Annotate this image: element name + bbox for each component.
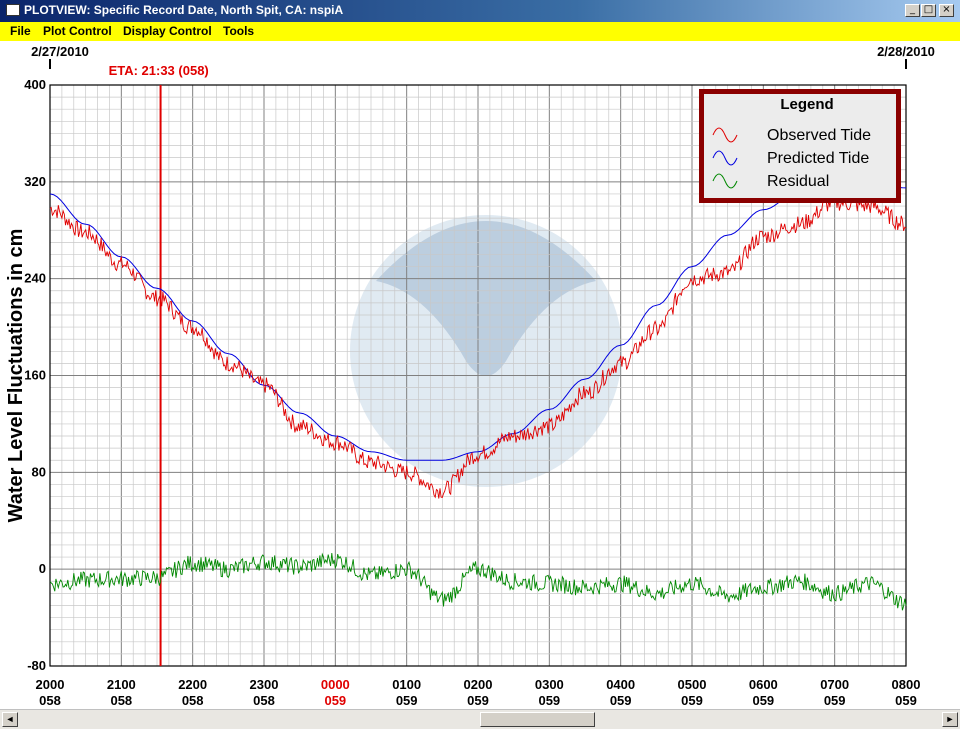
x-tick-time: 0600 bbox=[749, 677, 778, 692]
x-tick-time: 0300 bbox=[535, 677, 564, 692]
minimize-button[interactable]: _ bbox=[905, 4, 920, 17]
eta-label: ETA: 21:33 (058) bbox=[109, 63, 209, 78]
start-date-label: 2/27/2010 bbox=[31, 44, 89, 59]
x-tick-day: 059 bbox=[610, 693, 632, 708]
legend-box bbox=[704, 94, 896, 198]
x-tick-day: 058 bbox=[110, 693, 132, 708]
x-tick-day: 059 bbox=[324, 693, 346, 708]
x-tick-day: 058 bbox=[182, 693, 204, 708]
legend-swatch-observed-tide bbox=[712, 127, 738, 143]
y-tick-label: 0 bbox=[39, 561, 46, 576]
x-tick-time: 2100 bbox=[107, 677, 136, 692]
x-tick-day: 059 bbox=[752, 693, 774, 708]
maximize-button[interactable]: □ bbox=[921, 4, 936, 17]
x-tick-day: 059 bbox=[467, 693, 489, 708]
x-tick-time: 0500 bbox=[678, 677, 707, 692]
y-tick-label: 320 bbox=[24, 174, 46, 189]
menu-plot-control[interactable]: Plot Control bbox=[43, 24, 112, 38]
scroll-right-button[interactable]: ► bbox=[942, 712, 958, 727]
x-tick-time: 0200 bbox=[464, 677, 493, 692]
x-tick-time: 2300 bbox=[250, 677, 279, 692]
y-axis-title: Water Level Fluctuations in cm bbox=[5, 229, 27, 523]
x-tick-time: 0400 bbox=[606, 677, 635, 692]
legend-swatch-residual bbox=[712, 173, 738, 189]
plot-frame bbox=[49, 84, 907, 667]
horizontal-scrollbar[interactable]: ◄ ► bbox=[0, 709, 960, 729]
tide-chart: -80 0 80 160 240 320 400 Water Level Fluctuatio… bbox=[5, 44, 935, 708]
x-tick-time: 0700 bbox=[820, 677, 849, 692]
y-tick-label: 80 bbox=[32, 464, 46, 479]
legend-entry-label: Predicted Tide bbox=[767, 150, 869, 167]
x-tick-day: 059 bbox=[396, 693, 418, 708]
x-tick-time: 0800 bbox=[892, 677, 921, 692]
legend-entry-label: Observed Tide bbox=[767, 127, 871, 144]
x-tick-day: 059 bbox=[538, 693, 560, 708]
series-line-observed-tide bbox=[49, 194, 907, 499]
x-tick-day: 059 bbox=[824, 693, 846, 708]
x-tick-time: 0000 bbox=[321, 677, 350, 692]
y-tick-label: 400 bbox=[24, 77, 46, 92]
x-tick-day: 059 bbox=[681, 693, 703, 708]
y-tick-label: 240 bbox=[24, 271, 46, 286]
menu-file[interactable]: File bbox=[10, 24, 31, 38]
y-tick-label: 160 bbox=[24, 368, 46, 383]
x-tick-day: 058 bbox=[253, 693, 275, 708]
y-tick-label: -80 bbox=[27, 658, 46, 673]
legend-title: Legend bbox=[780, 96, 833, 113]
scroll-left-button[interactable]: ◄ bbox=[2, 712, 18, 727]
scroll-thumb[interactable] bbox=[480, 712, 595, 727]
menu-bar: File Plot Control Display Control Tools bbox=[0, 22, 960, 41]
x-tick-day: 058 bbox=[39, 693, 61, 708]
menu-tools[interactable]: Tools bbox=[223, 24, 255, 38]
legend-swatch-predicted-tide bbox=[712, 150, 738, 166]
x-tick-time: 0100 bbox=[392, 677, 421, 692]
x-tick-time: 2200 bbox=[178, 677, 207, 692]
menu-display-control[interactable]: Display Control bbox=[123, 24, 212, 38]
x-tick-time: 2000 bbox=[36, 677, 65, 692]
x-tick-day: 059 bbox=[895, 693, 917, 708]
end-date-label: 2/28/2010 bbox=[877, 44, 935, 59]
series-line-predicted-tide bbox=[49, 183, 907, 461]
window-title: PLOTVIEW: Specific Record Date, North Sp… bbox=[24, 3, 344, 17]
title-bar: PLOTVIEW: Specific Record Date, North Sp… bbox=[0, 0, 960, 22]
close-button[interactable]: × bbox=[939, 4, 954, 17]
app-icon bbox=[6, 4, 20, 16]
series-line-residual bbox=[49, 552, 907, 611]
watermark-bird bbox=[376, 221, 596, 376]
legend-entry-label: Residual bbox=[767, 173, 829, 190]
